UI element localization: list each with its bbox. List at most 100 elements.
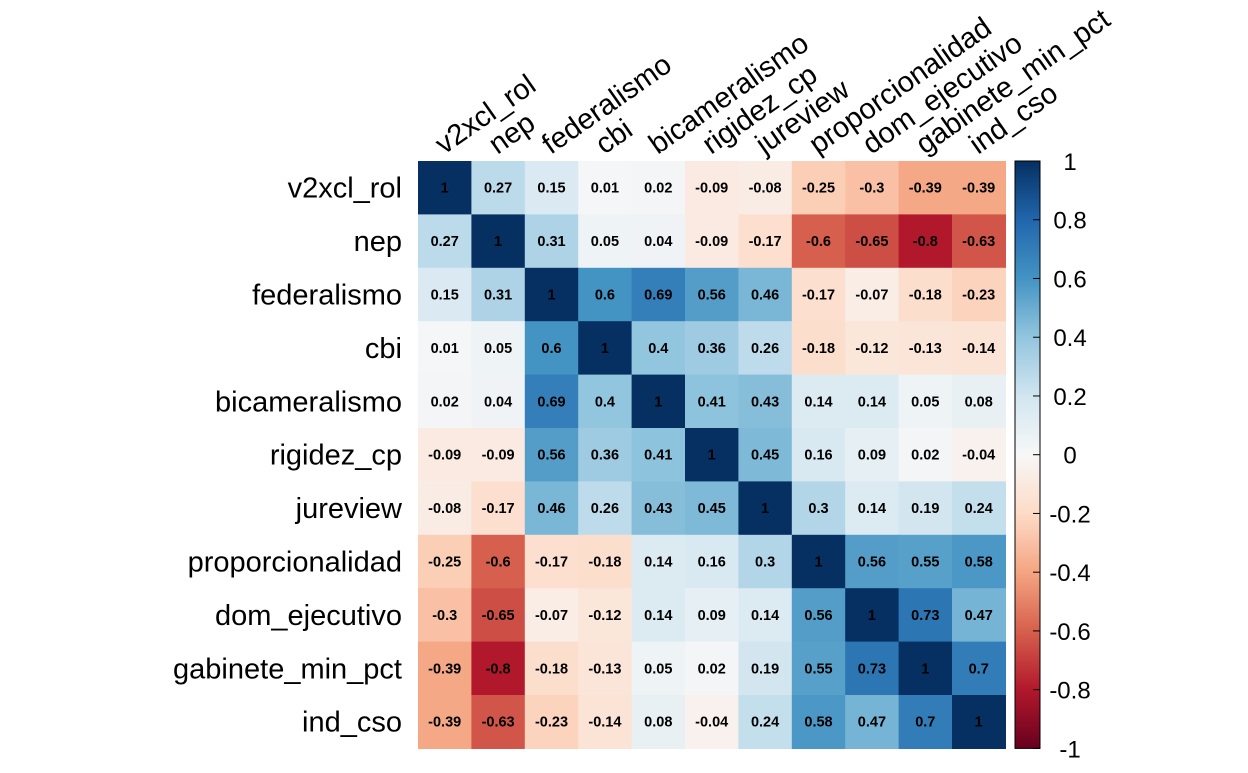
cell-value-label: -0.65 bbox=[482, 608, 515, 624]
heatmap-cell bbox=[418, 588, 472, 643]
row-label: bicameralismo bbox=[215, 386, 402, 418]
heatmap-cell bbox=[471, 428, 526, 482]
heatmap-cell-values: 1 0.27 0.15 0.01 0.02 -0.09 -0.08 -0.25 -0.3 -0.3… bbox=[428, 181, 995, 731]
heatmap-cell bbox=[685, 374, 739, 429]
cell-value-label: 0.43 bbox=[644, 501, 672, 517]
heatmap-cell bbox=[845, 428, 900, 482]
heatmap-cell bbox=[418, 267, 472, 322]
cell-value-label: -0.25 bbox=[802, 181, 835, 197]
heatmap-cell bbox=[791, 214, 846, 269]
heatmap-cell bbox=[791, 267, 846, 322]
heatmap-cell bbox=[524, 161, 579, 215]
heatmap-cell bbox=[845, 267, 900, 322]
cell-value-label: 0.08 bbox=[644, 715, 672, 731]
cell-value-label: 0.05 bbox=[484, 341, 512, 357]
cell-value-label: 0.14 bbox=[858, 501, 886, 517]
heatmap-cell bbox=[738, 374, 793, 429]
heatmap-cell bbox=[631, 588, 686, 643]
cell-value-label: -0.08 bbox=[749, 181, 782, 197]
heatmap-cell bbox=[471, 161, 526, 215]
cell-value-label: 1 bbox=[494, 234, 502, 250]
heatmap-cell bbox=[845, 641, 900, 696]
cell-value-label: 0.19 bbox=[911, 501, 939, 517]
cell-value-label: -0.17 bbox=[535, 555, 568, 571]
heatmap-cell bbox=[952, 321, 1006, 376]
cell-value-label: -0.6 bbox=[806, 234, 831, 250]
cell-value-label: -0.12 bbox=[855, 341, 888, 357]
cell-value-label: 0.55 bbox=[804, 661, 832, 677]
cell-value-label: -0.65 bbox=[855, 234, 888, 250]
cell-value-label: -0.3 bbox=[432, 608, 457, 624]
heatmap-cell bbox=[631, 695, 686, 749]
cell-value-label: 0.19 bbox=[751, 661, 779, 677]
heatmap-cell bbox=[631, 321, 686, 376]
heatmap-cell bbox=[524, 321, 579, 376]
heatmap-cell bbox=[578, 588, 633, 643]
cell-value-label: -0.14 bbox=[588, 715, 621, 731]
heatmap-cell bbox=[685, 214, 739, 269]
cell-value-label: -0.09 bbox=[695, 181, 728, 197]
heatmap-cell bbox=[471, 534, 526, 589]
heatmap-cell bbox=[524, 267, 579, 322]
cell-value-label: -0.04 bbox=[695, 715, 728, 731]
cell-value-label: 0.02 bbox=[698, 661, 726, 677]
heatmap-cell bbox=[685, 534, 739, 589]
cell-value-label: 0.14 bbox=[804, 394, 832, 410]
cell-value-label: 0.3 bbox=[808, 501, 828, 517]
cell-value-label: 0.56 bbox=[537, 448, 565, 464]
heatmap-cell bbox=[631, 374, 686, 429]
heatmap-cell bbox=[418, 214, 472, 269]
cell-value-label: -0.18 bbox=[909, 288, 942, 304]
row-label: ind_cso bbox=[302, 707, 402, 739]
cell-value-label: 0.56 bbox=[698, 288, 726, 304]
heatmap-cell bbox=[471, 267, 526, 322]
heatmap-cell bbox=[791, 695, 846, 749]
cell-value-label: -0.23 bbox=[535, 715, 568, 731]
cell-value-label: 0.08 bbox=[965, 394, 993, 410]
row-label: cbi bbox=[365, 333, 402, 365]
heatmap-cell bbox=[898, 161, 953, 215]
heatmap-cell bbox=[738, 695, 793, 749]
cell-value-label: 0.15 bbox=[431, 288, 459, 304]
heatmap-cell bbox=[631, 428, 686, 482]
heatmap-cell bbox=[524, 641, 579, 696]
cell-value-label: 0.24 bbox=[965, 501, 993, 517]
cell-value-label: -0.07 bbox=[855, 288, 888, 304]
heatmap-cell bbox=[791, 321, 846, 376]
cell-value-label: 0.46 bbox=[751, 288, 779, 304]
heatmap-cell bbox=[952, 161, 1006, 215]
heatmap-cell bbox=[791, 374, 846, 429]
heatmap-cell bbox=[952, 267, 1006, 322]
cell-value-label: -0.04 bbox=[962, 448, 995, 464]
cell-value-label: -0.23 bbox=[962, 288, 995, 304]
cell-value-label: 0.58 bbox=[804, 715, 832, 731]
cell-value-label: -0.09 bbox=[482, 448, 515, 464]
cell-value-label: 0.16 bbox=[804, 448, 832, 464]
heatmap-cell bbox=[524, 588, 579, 643]
colorbar-tick-label: 0.4 bbox=[1053, 325, 1086, 352]
heatmap-cell bbox=[952, 695, 1006, 749]
cell-value-label: 1 bbox=[708, 448, 716, 464]
cell-value-label: 1 bbox=[868, 608, 876, 624]
cell-value-label: 1 bbox=[601, 341, 609, 357]
heatmap-cell bbox=[631, 267, 686, 322]
cell-value-label: 0.56 bbox=[858, 555, 886, 571]
heatmap-cell bbox=[578, 481, 633, 536]
cell-value-label: 0.36 bbox=[698, 341, 726, 357]
cell-value-label: -0.07 bbox=[535, 608, 568, 624]
cell-value-label: 0.47 bbox=[965, 608, 993, 624]
cell-value-label: 0.09 bbox=[698, 608, 726, 624]
cell-value-label: 0.31 bbox=[537, 234, 565, 250]
cell-value-label: 0.45 bbox=[698, 501, 726, 517]
heatmap-cell bbox=[791, 161, 846, 215]
heatmap-cell bbox=[845, 481, 900, 536]
colorbar-tick-label: 0.6 bbox=[1053, 266, 1086, 293]
heatmap-cell bbox=[845, 374, 900, 429]
heatmap-cell bbox=[685, 695, 739, 749]
heatmap-cell bbox=[845, 321, 900, 376]
colorbar-tick-label: 0.2 bbox=[1053, 384, 1086, 411]
heatmap-cell bbox=[524, 428, 579, 482]
cell-value-label: -0.13 bbox=[588, 661, 621, 677]
